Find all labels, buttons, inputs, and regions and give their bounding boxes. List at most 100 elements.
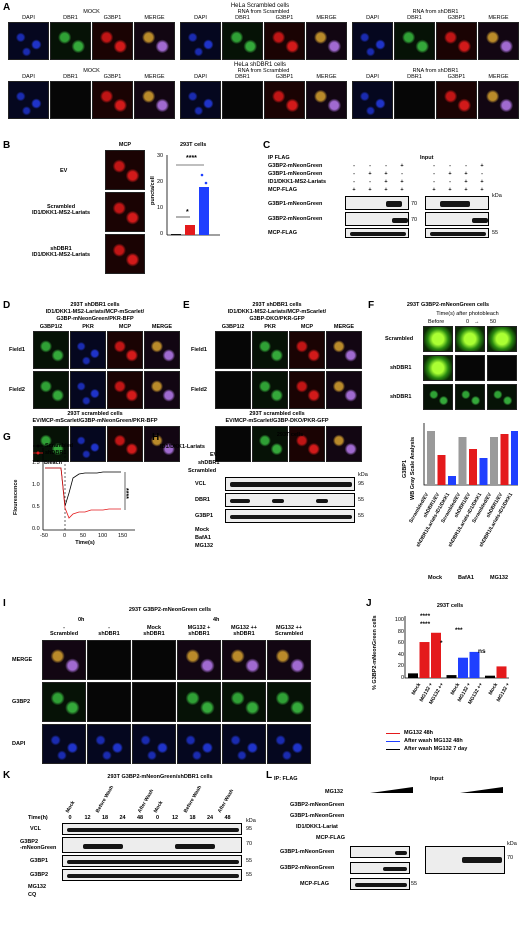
panel-i-image-tile xyxy=(42,724,86,764)
panel-l-ip-blot-1 xyxy=(350,846,410,858)
panel-f2-bar xyxy=(448,476,456,485)
panel-channel-label: PKR xyxy=(82,324,94,330)
panel-c-row-label: ID1/DKK1-MS2-Lariats xyxy=(268,179,327,185)
panel-k-blot-label-vcl: VCL xyxy=(30,826,41,832)
panel-l-kda: kDa xyxy=(507,841,517,847)
panel-h-blot-vcl xyxy=(225,477,355,491)
panel-a-channel-label: DAPI xyxy=(22,15,35,21)
panel-j-ytick: 0 xyxy=(400,675,404,681)
panel-f-before: Before xyxy=(428,319,445,325)
panel-a-image-tile xyxy=(180,22,221,60)
panel-i-column-label: MG132 + shDBR1 xyxy=(187,625,211,637)
panel-a-image-tile xyxy=(180,81,221,119)
panel-image-tile xyxy=(252,331,288,369)
panel-i-column-label: MG132 ++ shDBR1 xyxy=(231,625,257,637)
panel-b-row-scrambled: Scrambled ID1/DKK1-MS2-Lariats xyxy=(31,204,91,216)
panel-a-image-tile xyxy=(50,81,91,119)
panel-f2-bar xyxy=(437,455,446,485)
panel-f2-group-mock: Mock xyxy=(428,575,443,581)
panel-h-kda: kDa xyxy=(358,472,368,478)
panel-channel-label: G3BP1/2 xyxy=(221,324,245,330)
panel-b-bar-ev xyxy=(171,234,181,235)
panel-c-input-sign: + xyxy=(480,187,484,193)
panel-f-subtitle: Time(s) after photobleach xyxy=(436,311,499,317)
panel-h-row-2: EV xyxy=(210,452,218,458)
panel-c-input-sign: + xyxy=(432,187,436,193)
panel-f-img-3-3 xyxy=(487,384,517,410)
panel-k-cq: CQ xyxy=(28,892,37,898)
panel-k-time: 18 xyxy=(101,815,109,821)
panel-g-legend-scrambled: Scrambled xyxy=(45,443,74,449)
panel-k-mw-4: 55 xyxy=(246,872,253,878)
panel-b-ytick-0: 0 xyxy=(160,231,164,237)
panel-image-tile xyxy=(33,371,69,409)
panel-b-image-title: MCP xyxy=(118,142,132,148)
panel-a-image-tile xyxy=(352,22,393,60)
panel-letter-e: E xyxy=(183,300,190,311)
panel-c-ip-sign: - xyxy=(369,179,371,185)
panel-a-group-label: RNA from Scrambled xyxy=(237,9,290,15)
panel-c-input-sign: - xyxy=(433,179,435,185)
panel-i-time4: 4h xyxy=(213,617,220,623)
panel-j-legend-swatch-1 xyxy=(386,733,400,734)
panel-image-tile xyxy=(289,371,325,409)
panel-a-image-tile xyxy=(436,81,477,119)
panel-a-group-label: RNA from shDBR1 xyxy=(412,68,459,74)
panel-image-tile xyxy=(107,426,143,462)
panel-l-ip-blot-3 xyxy=(350,878,410,890)
panel-l-input-label: Input xyxy=(430,776,444,782)
panel-g-ytick-3: 1.5 xyxy=(32,460,40,466)
panel-image-tile xyxy=(70,371,106,409)
panel-i-column-label: Mock shDBR1 xyxy=(143,625,165,637)
panel-j-legend-2: After wash MG132 48h xyxy=(404,738,463,744)
panel-l-ip-label: IP: FLAG xyxy=(274,776,298,782)
panel-j-ylabel: % G3BP2-mNeonGreen cells xyxy=(372,615,378,690)
panel-k-time: 12 xyxy=(84,815,91,821)
panel-channel-label: MCP xyxy=(118,324,132,330)
panel-c-input-label: Input xyxy=(420,155,434,161)
panel-c-ip-sign: + xyxy=(400,163,404,169)
panel-a-channel-label: G3BP1 xyxy=(275,15,294,21)
panel-f-arrow-icon: → xyxy=(474,319,480,325)
panel-b-row-ev: EV xyxy=(60,168,68,174)
panel-c-ip-blot-2 xyxy=(345,212,409,226)
panel-a-row1-title: HeLa Scrambled cells xyxy=(230,3,290,9)
panel-channel-label: MCP xyxy=(300,324,314,330)
panel-g-xtick-1: 0 xyxy=(63,533,67,539)
panel-letter-k: K xyxy=(3,770,11,781)
panel-c-ip-sign: + xyxy=(368,187,372,193)
panel-c-input-sign: + xyxy=(480,163,484,169)
panel-h-row-3: shDBR1 xyxy=(198,460,220,466)
panel-i-image-tile xyxy=(42,682,86,722)
panel-e-bottom-2: EV/MCP-mScarlet/G3BP-DKO/PKR-GFP xyxy=(225,418,329,424)
panel-c-mw-1: 70 xyxy=(411,201,418,207)
panel-c-ip-sign: + xyxy=(384,179,388,185)
panel-k-time: 24 xyxy=(206,815,214,821)
panel-c-ip-label: IP FLAG xyxy=(268,155,290,161)
panel-c-kda: kDa xyxy=(492,193,502,199)
panel-k-blot-g3bp2-mng xyxy=(62,837,242,853)
panel-b-bar-shdbr1 xyxy=(199,187,209,235)
panel-j-chart xyxy=(404,616,509,679)
panel-g-xtick-2: 50 xyxy=(80,533,87,539)
panel-a-image-tile xyxy=(92,81,133,119)
panel-f2-bar xyxy=(479,458,488,485)
panel-i-row-label: G3BP2 xyxy=(12,699,31,705)
panel-h-blot-label-g3bp1: G3BP1 xyxy=(195,513,214,519)
panel-a-image-tile xyxy=(134,81,175,119)
panel-c-input-blot-2 xyxy=(425,212,489,226)
panel-c-row-label: G3BP1-mNeonGreen xyxy=(268,171,323,177)
panel-h-treat-mock: Mock xyxy=(195,527,210,533)
panel-letter-a: A xyxy=(3,2,11,13)
panel-i-column-label: - Scrambled xyxy=(49,625,79,637)
panel-l-row-g3bp1: G3BP1-mNeonGreen xyxy=(290,813,345,819)
panel-i-time0: 0h xyxy=(78,617,85,623)
panel-f-img-3-2 xyxy=(455,384,485,410)
panel-c-ip-sign: + xyxy=(384,187,388,193)
panel-f2-group-bafa1: BafA1 xyxy=(458,575,474,581)
panel-g-xtick-4: 150 xyxy=(118,533,128,539)
panel-a-row2-title: HeLa shDBR1 cells xyxy=(233,62,287,68)
panel-image-tile xyxy=(144,426,180,462)
panel-b-bar-scrambled xyxy=(185,225,195,235)
panel-i-image-tile xyxy=(222,724,266,764)
